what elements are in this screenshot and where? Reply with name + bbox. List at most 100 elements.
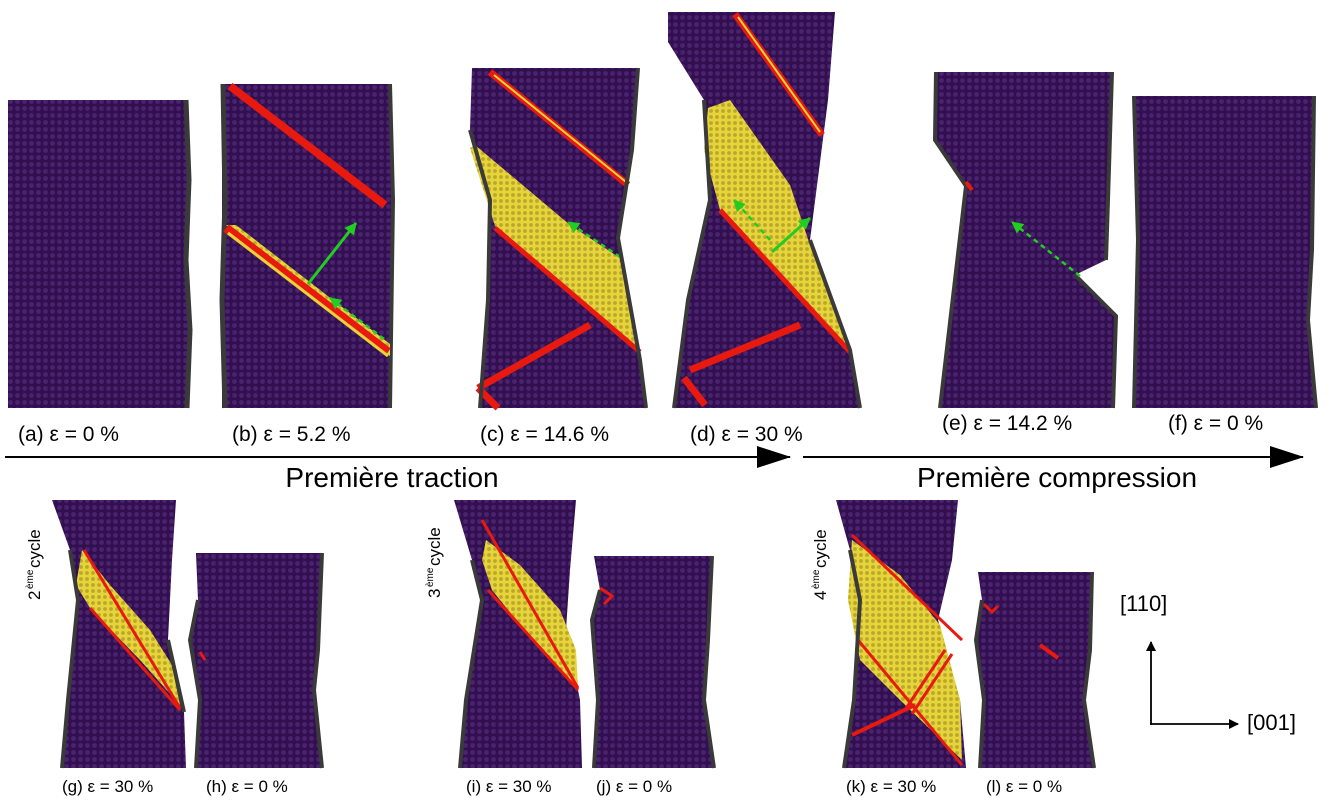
surface-edge [701, 555, 716, 769]
surface-edge [388, 83, 396, 409]
surface-edge [1104, 71, 1114, 261]
surface-edge [60, 549, 81, 769]
twin-boundary [910, 653, 954, 715]
crystal-matrix [8, 100, 188, 408]
twin-boundary [982, 602, 1000, 615]
caption-k: (k) ε = 30 % [846, 777, 936, 796]
twin-boundary [486, 588, 580, 692]
twin-region [704, 100, 850, 350]
migration-arrow [770, 216, 812, 254]
caption-g: (g) ε = 30 % [62, 777, 153, 796]
cycle-4-word: cycle [811, 529, 830, 568]
cycle-2-superscript: ème [25, 569, 36, 589]
twin-boundary [198, 651, 207, 661]
twin-boundary [82, 549, 182, 709]
surface-edge [932, 71, 969, 409]
twin-boundary [718, 208, 852, 354]
caption-b: (b) ε = 5.2 % [232, 423, 351, 446]
migration-arrow [306, 222, 358, 285]
crystal-matrix [592, 556, 714, 768]
axis-vertical-label: [110] [1120, 591, 1167, 616]
caption-j: (j) ε = 0 % [596, 777, 672, 796]
caption-d: (d) ε = 30 % [690, 423, 803, 446]
cycle-4-number: 4 [811, 591, 830, 600]
twin-boundary [227, 231, 389, 358]
cycle-2-word: cycle [25, 529, 44, 568]
twin-region [848, 540, 962, 760]
panel-k [836, 500, 966, 769]
compression-label: Première compression [917, 462, 1197, 493]
surface-edge [166, 639, 186, 713]
cycle-4-label: 4 ème cycle [811, 529, 830, 600]
twin-boundary [850, 533, 964, 642]
crystal-matrix [935, 72, 1116, 408]
twin-boundary [476, 321, 592, 392]
surface-edge [219, 83, 228, 409]
panel-l [973, 571, 1096, 769]
caption-l: (l) ε = 0 % [986, 777, 1062, 796]
shear-arrow-dashed [1011, 221, 1081, 277]
surface-edge [458, 559, 485, 769]
twin-boundary [223, 224, 391, 356]
surface-edge [973, 599, 987, 769]
shear-arrow-dashed [329, 297, 385, 340]
caption-h: (h) ε = 0 % [206, 777, 288, 796]
panel-h [187, 552, 324, 769]
caption-f: (f) ε = 0 % [1168, 412, 1263, 435]
surface-edge [1073, 273, 1119, 409]
cycle-3-label: 3 ème cycle [425, 527, 444, 598]
surface-edge [1132, 95, 1141, 409]
surface-edge [311, 552, 324, 769]
surface-edge [589, 589, 602, 769]
cycle-3-word: cycle [425, 527, 444, 566]
surface-edge [1305, 95, 1318, 409]
twin-boundary [493, 74, 627, 183]
twin-region [470, 145, 640, 352]
axis-horizontal-label: [001] [1247, 710, 1296, 735]
surface-edge [468, 129, 493, 409]
panel-j [589, 555, 716, 769]
traction-label: Première traction [285, 462, 498, 493]
surface-edge [842, 549, 863, 769]
twin-boundary [480, 519, 580, 689]
twin-boundary [681, 375, 708, 408]
twin-boundary [88, 607, 182, 711]
cycle-2-label: 2 ème cycle [25, 529, 44, 600]
twin-boundary [737, 16, 821, 133]
twin-boundary [599, 586, 615, 606]
surface-edge [187, 599, 203, 769]
twin-boundary [688, 321, 802, 374]
twin-region [482, 540, 578, 688]
axes-indicator: [110] [001] [1120, 591, 1296, 735]
panel-b [219, 82, 396, 409]
panel-g [52, 500, 186, 769]
cycle-4-superscript: ème [811, 569, 822, 589]
cycle-3-number: 3 [425, 589, 444, 598]
surface-edge [615, 67, 648, 409]
panel-e [932, 71, 1119, 409]
caption-a: (a) ε = 0 % [18, 423, 119, 446]
cycle-3-superscript: ème [425, 567, 436, 587]
panel-a [8, 99, 193, 409]
crystal-matrix [190, 553, 322, 768]
twin-boundary [1038, 643, 1060, 660]
caption-i: (i) ε = 30 % [466, 777, 552, 796]
surface-edge [183, 99, 193, 409]
shear-arrow-dashed [567, 220, 621, 259]
panel-c [468, 67, 648, 411]
surface-edge [672, 99, 713, 409]
twin-boundary [964, 180, 974, 192]
twin-boundary [851, 703, 916, 737]
panel-i [454, 500, 582, 769]
surface-edge [1081, 571, 1096, 769]
caption-c: (c) ε = 14.6 % [480, 423, 609, 446]
twin-boundary [493, 226, 642, 354]
cycle-2-number: 2 [25, 591, 44, 600]
surface-edge [808, 239, 862, 409]
panel-d [668, 11, 862, 409]
twin-boundary [227, 82, 388, 209]
twin-boundary [903, 649, 947, 711]
crystal-matrix [976, 572, 1094, 768]
crystal-matrix [1134, 96, 1316, 408]
